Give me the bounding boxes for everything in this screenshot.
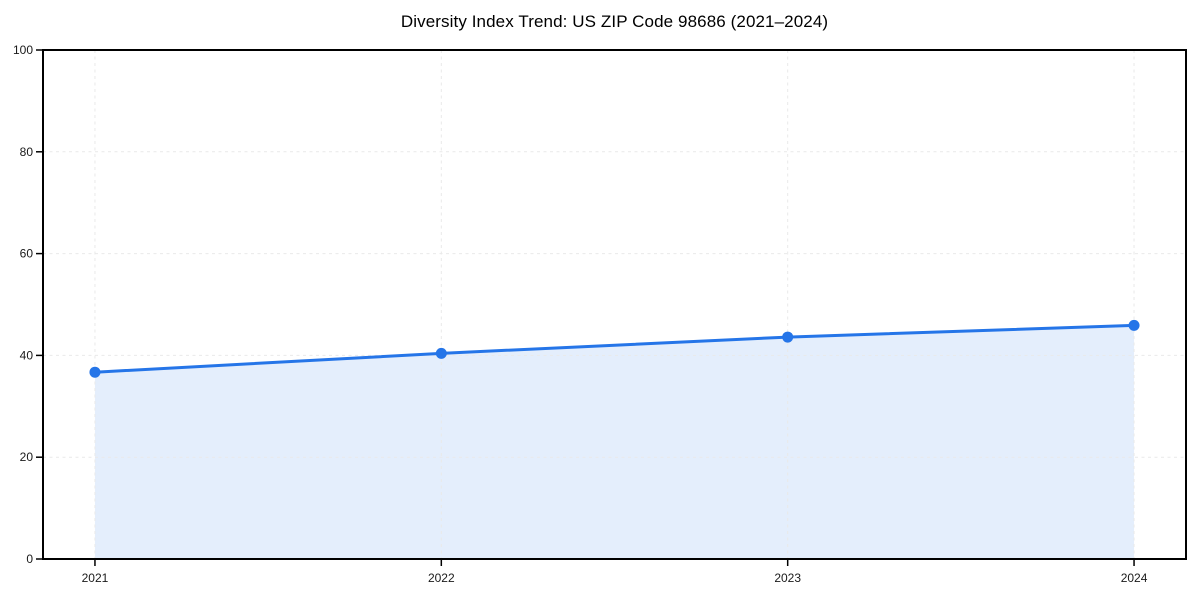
data-point: [1128, 319, 1140, 331]
y-tick-label: 20: [20, 450, 34, 464]
area-fill: [94, 325, 1135, 559]
plot-border: [42, 49, 1187, 560]
y-tick-label: 0: [26, 552, 33, 566]
x-tick-label: 2023: [774, 571, 801, 585]
x-tick-label: 2021: [82, 571, 109, 585]
chart-title: Diversity Index Trend: US ZIP Code 98686…: [400, 12, 829, 31]
y-tick-label: 100: [13, 43, 33, 57]
y-tick-label: 40: [20, 348, 34, 362]
x-tick-label: 2022: [428, 571, 455, 585]
data-point: [435, 347, 447, 359]
trend-line: [93, 323, 1136, 374]
x-tick-label: 2024: [1121, 571, 1148, 585]
data-point: [89, 366, 101, 378]
data-point: [782, 331, 794, 343]
y-tick-label: 80: [20, 145, 34, 159]
y-tick-label: 60: [20, 247, 34, 261]
